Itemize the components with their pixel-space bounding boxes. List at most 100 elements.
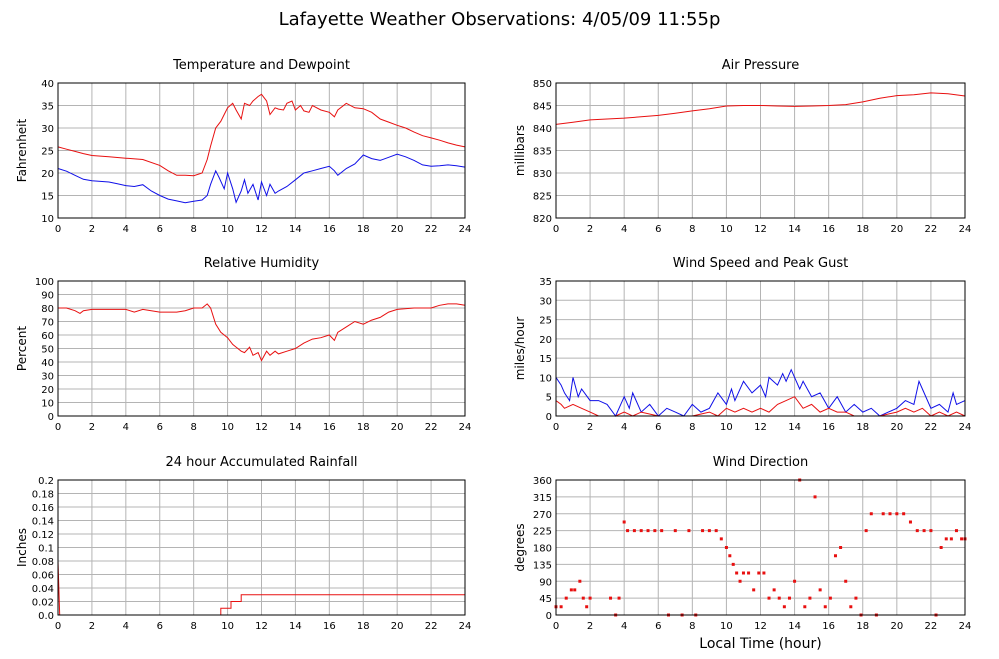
- x-tick-label: 6: [655, 621, 661, 632]
- y-tick-label: 90: [539, 577, 552, 588]
- x-tick-label: 6: [157, 621, 163, 632]
- y-tick-label: 0: [546, 412, 552, 423]
- data-point: [839, 546, 843, 549]
- y-tick-label: 835: [533, 147, 552, 158]
- data-point: [559, 605, 563, 609]
- data-point: [818, 588, 822, 592]
- x-tick-label: 16: [323, 224, 336, 235]
- x-axis-label: Local Time (hour): [699, 636, 822, 652]
- data-point: [622, 520, 626, 524]
- air-pressure-chart: 0 2 4 6 8 10 12 14 16 18 20 22 248208258308358408458…: [513, 58, 971, 235]
- plot-frame: [57, 280, 466, 417]
- plot-frame: [555, 82, 966, 219]
- data-point: [881, 512, 885, 516]
- data-point: [803, 605, 807, 609]
- data-point: [741, 571, 745, 575]
- data-point: [864, 529, 868, 533]
- series-line-1: [58, 303, 466, 362]
- x-tick-label: 10: [221, 621, 234, 632]
- y-tick-label: 360: [533, 476, 552, 487]
- x-tick-label: 2: [587, 224, 593, 235]
- data-point: [757, 571, 761, 575]
- y-tick-label: 0.18: [32, 490, 54, 501]
- x-tick-label: 4: [123, 422, 129, 433]
- x-tick-label: 14: [788, 422, 801, 433]
- plot-frame: [57, 479, 466, 616]
- data-point: [954, 529, 958, 533]
- data-point: [849, 605, 853, 609]
- page-title: Lafayette Weather Observations: 4/05/09 …: [278, 9, 721, 30]
- x-tick-label: 14: [788, 224, 801, 235]
- relative-humidity-chart: 0 2 4 6 8 10 12 14 16 18 20 22 240102030405060708090…: [15, 256, 471, 433]
- x-tick-label: 4: [621, 224, 627, 235]
- x-tick-label: 18: [856, 621, 869, 632]
- y-tick-label: 850: [533, 79, 552, 90]
- y-axis-label: Percent: [15, 326, 29, 371]
- data-point: [960, 537, 964, 541]
- x-tick-label: 0: [55, 422, 61, 433]
- x-tick-label: 18: [357, 422, 370, 433]
- plot-frame: [57, 82, 466, 219]
- y-tick-label: 0.0: [38, 611, 54, 622]
- data-point: [869, 512, 873, 516]
- x-tick-label: 10: [720, 621, 733, 632]
- data-point: [772, 588, 776, 592]
- x-tick-label: 12: [754, 422, 767, 433]
- y-tick-label: 10: [41, 399, 54, 410]
- x-tick-label: 20: [391, 224, 404, 235]
- data-point: [828, 596, 832, 600]
- x-tick-label: 12: [255, 621, 268, 632]
- x-tick-label: 8: [689, 224, 695, 235]
- y-axis-label: millibars: [513, 125, 527, 176]
- x-tick-label: 4: [123, 224, 129, 235]
- data-point: [782, 605, 786, 609]
- data-point: [588, 596, 592, 600]
- x-tick-label: 0: [553, 224, 559, 235]
- x-tick-label: 24: [459, 422, 472, 433]
- x-tick-label: 6: [655, 224, 661, 235]
- data-point: [573, 588, 577, 592]
- x-tick-label: 0: [55, 224, 61, 235]
- data-point: [929, 529, 933, 533]
- chart-title: Wind Speed and Peak Gust: [673, 256, 848, 271]
- x-tick-label: 16: [822, 621, 835, 632]
- y-tick-label: 10: [41, 214, 54, 225]
- data-point: [564, 596, 568, 600]
- data-point: [707, 529, 711, 533]
- y-tick-label: 0.14: [32, 517, 54, 528]
- wind-speed-and-peak-gust-chart: 0 2 4 6 8 10 12 14 16 18 20 22 2405101520253035Wind …: [513, 256, 971, 433]
- data-point: [787, 596, 791, 600]
- data-point: [777, 596, 781, 600]
- series-line-1: [555, 368, 966, 417]
- y-tick-label: 40: [41, 358, 54, 369]
- x-tick-label: 20: [890, 621, 903, 632]
- x-tick-label: 6: [157, 224, 163, 235]
- plot-frame: [555, 479, 966, 616]
- x-tick-label: 22: [425, 621, 438, 632]
- y-tick-label: 100: [35, 277, 54, 288]
- x-tick-label: 24: [459, 224, 472, 235]
- y-tick-label: 20: [41, 169, 54, 180]
- y-axis-label: Fahrenheit: [15, 118, 29, 182]
- data-point: [915, 529, 919, 533]
- x-tick-label: 10: [221, 422, 234, 433]
- x-tick-label: 2: [89, 422, 95, 433]
- x-tick-label: 2: [587, 621, 593, 632]
- x-tick-label: 8: [689, 621, 695, 632]
- x-tick-label: 22: [425, 422, 438, 433]
- data-point: [724, 546, 728, 549]
- data-point: [646, 529, 650, 533]
- x-tick-label: 22: [925, 621, 938, 632]
- y-tick-label: 0.06: [32, 571, 54, 582]
- x-tick-label: 8: [190, 621, 196, 632]
- y-tick-label: 90: [41, 291, 54, 302]
- x-tick-label: 4: [123, 621, 129, 632]
- y-tick-label: 0: [48, 412, 54, 423]
- x-tick-label: 14: [289, 621, 302, 632]
- x-tick-label: 18: [357, 224, 370, 235]
- data-point: [939, 546, 943, 549]
- y-tick-label: 20: [41, 385, 54, 396]
- data-point: [581, 596, 585, 600]
- x-tick-label: 14: [289, 224, 302, 235]
